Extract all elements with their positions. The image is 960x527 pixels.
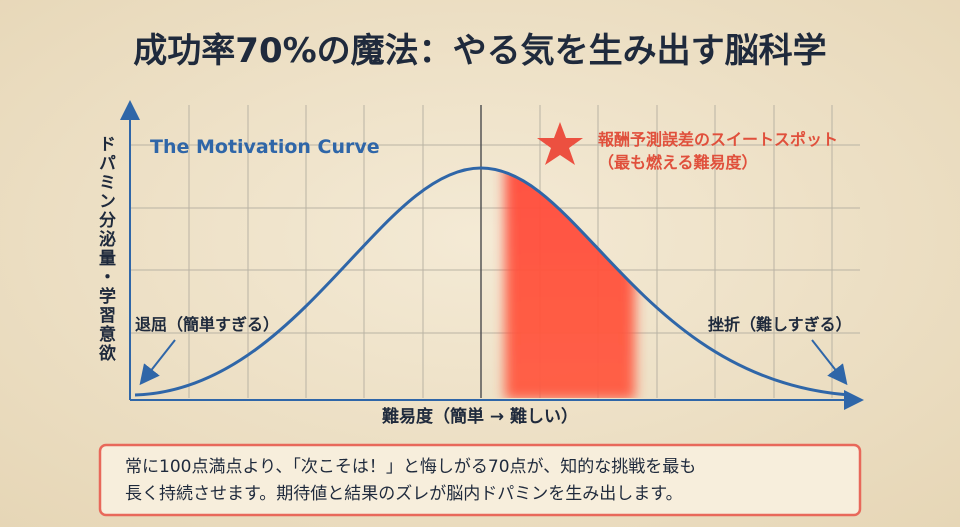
sweet-spot-sublabel: （最も燃える難易度）: [598, 153, 758, 172]
sweet-spot-label: 報酬予測誤差のスイートスポット: [598, 130, 838, 149]
caption-box: [98, 443, 862, 517]
curve-label: The Motivation Curve: [150, 136, 380, 158]
title: 成功率70%の魔法：やる気を生み出す脳科学: [133, 31, 826, 71]
right-arrow: [811, 339, 848, 386]
grid: [130, 105, 860, 398]
caption-line: 常に100点満点より、「次こそは！」と悔しがる70点が、知的な挑戦を最も: [125, 457, 696, 477]
x-axis-label: 難易度（簡単 → 難しい）: [382, 406, 578, 427]
caption-line: 長く持続させます。期待値と結果のズレが脳内ドパミンを生み出します。: [125, 484, 683, 504]
right-note: 挫折（難しすぎる）: [708, 315, 852, 334]
left-arrow: [139, 339, 176, 386]
y-axis-label: ドパミン分泌量・学習意欲: [95, 135, 117, 363]
motivation-curve: [134, 166, 851, 397]
star-icon: [537, 122, 583, 165]
left-note: 退屈（簡単すぎる）: [135, 315, 279, 334]
